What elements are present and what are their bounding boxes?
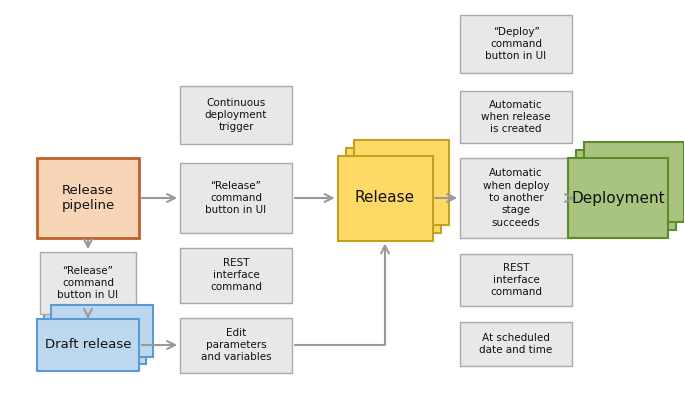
FancyBboxPatch shape [576, 150, 676, 230]
FancyBboxPatch shape [180, 163, 292, 233]
FancyBboxPatch shape [568, 158, 668, 238]
Text: Release
pipeline: Release pipeline [62, 183, 115, 213]
Text: REST
interface
command: REST interface command [210, 258, 262, 292]
Text: Draft release: Draft release [44, 339, 131, 352]
FancyBboxPatch shape [37, 158, 139, 238]
FancyBboxPatch shape [40, 252, 136, 314]
FancyBboxPatch shape [337, 156, 432, 240]
FancyBboxPatch shape [180, 248, 292, 303]
FancyBboxPatch shape [37, 319, 139, 371]
FancyBboxPatch shape [354, 139, 449, 225]
FancyBboxPatch shape [460, 322, 572, 366]
FancyBboxPatch shape [180, 318, 292, 373]
Text: Edit
parameters
and variables: Edit parameters and variables [200, 327, 272, 362]
FancyBboxPatch shape [460, 15, 572, 73]
FancyBboxPatch shape [345, 147, 440, 232]
Text: Continuous
deployment
trigger: Continuous deployment trigger [205, 97, 267, 132]
Text: Automatic
when release
is created: Automatic when release is created [482, 100, 551, 134]
Text: “Release”
command
button in UI: “Release” command button in UI [205, 181, 267, 215]
FancyBboxPatch shape [180, 86, 292, 144]
Text: REST
interface
command: REST interface command [490, 263, 542, 297]
Text: “Deploy”
command
button in UI: “Deploy” command button in UI [486, 27, 547, 61]
FancyBboxPatch shape [51, 305, 153, 357]
Text: Release: Release [355, 190, 415, 206]
FancyBboxPatch shape [460, 158, 572, 238]
Text: Deployment: Deployment [571, 190, 665, 206]
FancyBboxPatch shape [460, 91, 572, 143]
FancyBboxPatch shape [460, 254, 572, 306]
Text: At scheduled
date and time: At scheduled date and time [479, 333, 553, 355]
Text: Automatic
when deploy
to another
stage
succeeds: Automatic when deploy to another stage s… [483, 168, 549, 228]
Text: “Release”
command
button in UI: “Release” command button in UI [57, 266, 118, 301]
FancyBboxPatch shape [584, 142, 684, 222]
FancyBboxPatch shape [44, 312, 146, 364]
